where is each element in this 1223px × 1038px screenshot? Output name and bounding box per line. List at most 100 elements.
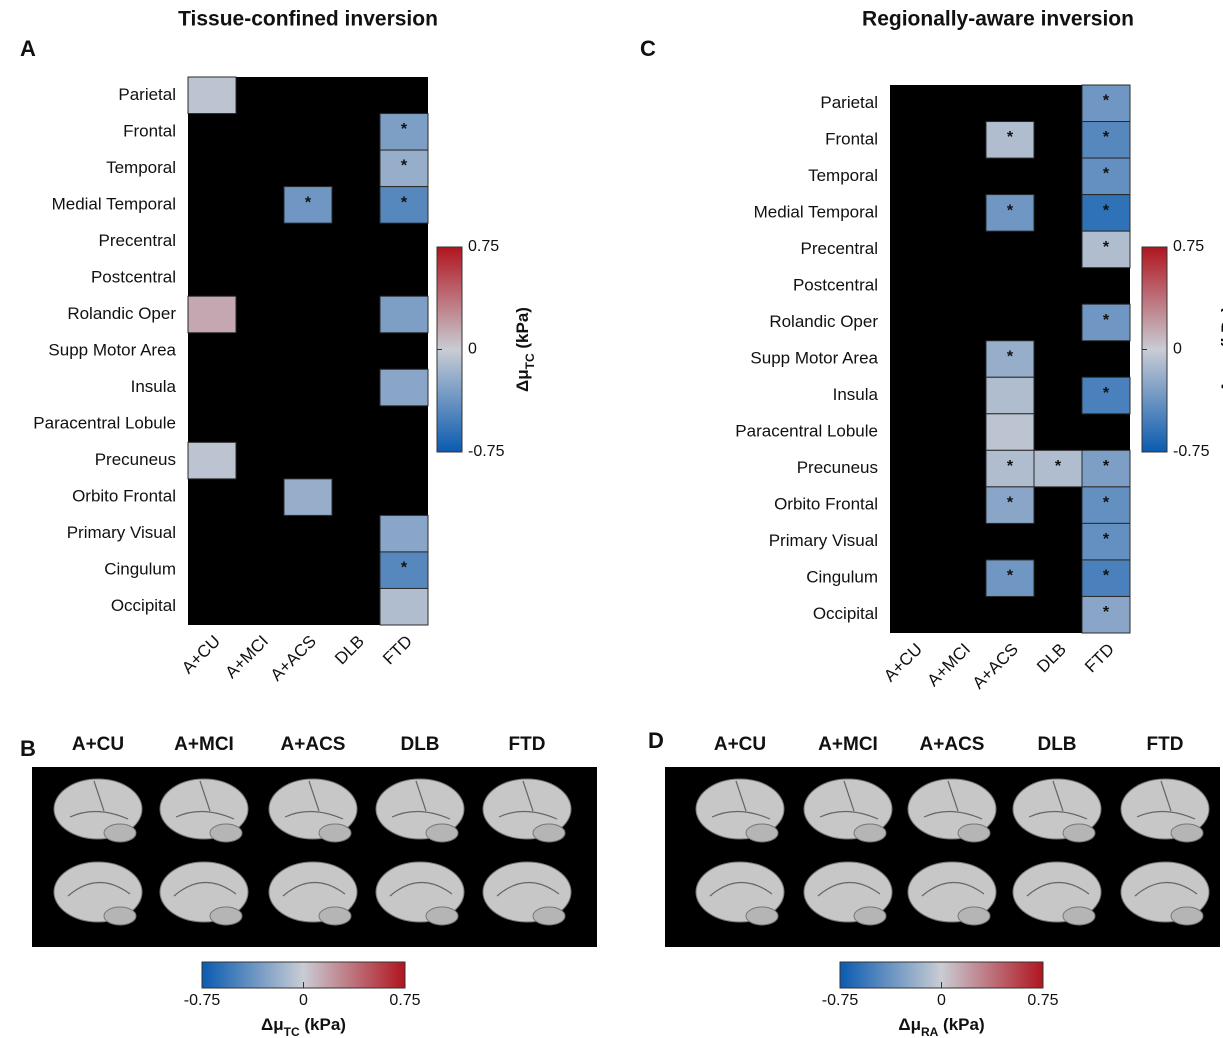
column-label: A+MCI — [923, 640, 974, 691]
cerebellum — [1063, 824, 1095, 842]
significance-star: * — [1007, 495, 1014, 512]
heatmap-cell — [986, 377, 1034, 414]
colorbar-tick-label: -0.75 — [468, 443, 505, 460]
column-label: A+ACS — [267, 632, 320, 685]
heatmap-cell — [380, 296, 428, 333]
colorbar-label: ΔμTC (kPa) — [261, 1015, 346, 1038]
significance-star: * — [1103, 531, 1110, 548]
column-header: FTD — [1147, 734, 1184, 755]
significance-star: * — [1103, 385, 1110, 402]
colorbar-tick-label: 0 — [1173, 341, 1182, 358]
cerebellum — [104, 907, 136, 925]
row-label: Rolandic Oper — [67, 304, 176, 323]
cerebellum — [746, 907, 778, 925]
row-label: Precentral — [801, 239, 878, 258]
row-label: Cingulum — [806, 568, 878, 587]
cerebellum — [210, 907, 242, 925]
row-label: Medial Temporal — [754, 202, 878, 221]
cerebellum — [104, 824, 136, 842]
colorbar-tick-label: -0.75 — [1173, 443, 1210, 460]
cerebellum — [533, 824, 565, 842]
colorbar-tick-label: 0.75 — [1173, 238, 1204, 255]
row-label: Orbito Frontal — [72, 487, 176, 506]
column-header: A+ACS — [920, 734, 985, 755]
row-label: Postcentral — [793, 275, 878, 294]
column-label: A+CU — [880, 640, 926, 686]
row-label: Cingulum — [104, 560, 176, 579]
colorbar-label-part: (kPa) — [513, 307, 532, 353]
row-label: Primary Visual — [769, 531, 878, 550]
heatmap-cell — [188, 296, 236, 333]
row-label: Insula — [131, 377, 177, 396]
cerebellum — [533, 907, 565, 925]
colorbar-tick-label: 0.75 — [1027, 992, 1058, 1009]
column-header: DLB — [1037, 734, 1076, 755]
heatmap-cell — [188, 77, 236, 114]
row-label: Frontal — [123, 121, 176, 140]
heatmap-cell — [188, 442, 236, 479]
row-label: Temporal — [808, 166, 878, 185]
panel-label: C — [640, 36, 656, 61]
column-header: A+MCI — [174, 734, 234, 755]
column-label: FTD — [379, 632, 416, 669]
row-label: Occipital — [813, 604, 878, 623]
colorbar-tick-label: 0.75 — [468, 238, 499, 255]
colorbar-tick-label: 0.75 — [389, 992, 420, 1009]
colorbar-label-part: Δμ — [513, 369, 532, 392]
colorbar-label-part: (kPa) — [300, 1015, 346, 1034]
significance-star: * — [1007, 348, 1014, 365]
cerebellum — [319, 824, 351, 842]
colorbar-label-part: Δμ — [1218, 370, 1223, 393]
significance-star: * — [1055, 458, 1062, 475]
significance-star: * — [1103, 495, 1110, 512]
cerebellum — [1063, 907, 1095, 925]
row-label: Precuneus — [95, 450, 176, 469]
significance-star: * — [1103, 312, 1110, 329]
row-label: Parietal — [820, 93, 878, 112]
significance-star: * — [401, 194, 408, 211]
colorbar-tick-label: 0 — [937, 992, 946, 1009]
colorbar-label-part: (kPa) — [1218, 306, 1223, 352]
significance-star: * — [1007, 458, 1014, 475]
panel-label: A — [20, 36, 36, 61]
heatmap-cell — [284, 479, 332, 516]
panel-title: Regionally-aware inversion — [862, 8, 1134, 31]
significance-star: * — [1103, 93, 1110, 110]
cerebellum — [1171, 824, 1203, 842]
row-label: Paracentral Lobule — [735, 422, 878, 441]
row-label: Occipital — [111, 596, 176, 615]
significance-star: * — [1007, 202, 1014, 219]
significance-star: * — [401, 560, 408, 577]
significance-star: * — [1103, 458, 1110, 475]
column-label: A+CU — [178, 632, 224, 678]
row-label: Primary Visual — [67, 523, 176, 542]
cerebellum — [958, 907, 990, 925]
column-header: A+MCI — [818, 734, 878, 755]
colorbar-label: ΔμRA (kPa) — [1218, 306, 1223, 392]
colorbar-label-part: Δμ — [898, 1015, 921, 1034]
column-header: A+ACS — [281, 734, 346, 755]
column-header: DLB — [400, 734, 439, 755]
significance-star: * — [1007, 129, 1014, 146]
panel-label: B — [20, 736, 36, 761]
significance-star: * — [1103, 202, 1110, 219]
heatmap-cell — [380, 588, 428, 625]
row-label: Insula — [833, 385, 879, 404]
column-label: A+MCI — [221, 632, 272, 683]
colorbar-label-part: (kPa) — [938, 1015, 984, 1034]
column-header: A+CU — [72, 734, 124, 755]
colorbar-tick-label: -0.75 — [184, 992, 221, 1009]
significance-star: * — [401, 121, 408, 138]
column-header: FTD — [509, 734, 546, 755]
cerebellum — [854, 907, 886, 925]
cerebellum — [426, 824, 458, 842]
colorbar-label: ΔμRA (kPa) — [898, 1015, 984, 1038]
column-header: A+CU — [714, 734, 766, 755]
row-label: Medial Temporal — [52, 194, 176, 213]
colorbar-label: ΔμTC (kPa) — [513, 307, 537, 392]
colorbar-tick-label: 0 — [468, 341, 477, 358]
cerebellum — [854, 824, 886, 842]
colorbar-tick-label: 0 — [299, 992, 308, 1009]
heatmap-cell — [986, 414, 1034, 451]
row-label: Orbito Frontal — [774, 495, 878, 514]
